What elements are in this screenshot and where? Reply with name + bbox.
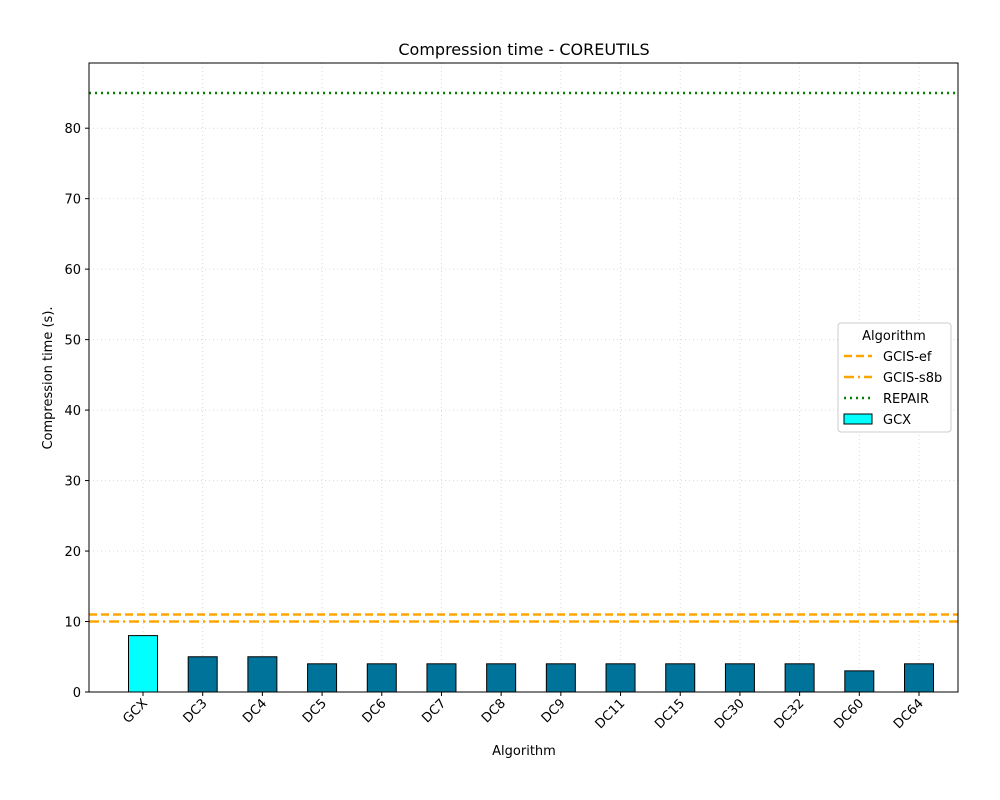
chart-title: Compression time - COREUTILS [398, 40, 649, 59]
y-tick-label-6: 60 [64, 263, 81, 278]
bar-DC5 [307, 663, 338, 693]
bar-DC9 [545, 663, 576, 693]
x-axis-title: Algorithm [492, 744, 556, 759]
grid-layer [89, 63, 958, 693]
x-tick-label-DC3: DC3 [181, 696, 211, 726]
x-tick-label-GCX: GCX [120, 696, 151, 727]
bar-DC15 [665, 663, 696, 693]
bar-DC30 [724, 663, 755, 693]
x-axis: GCX DC3 DC4 DC5 DC6 DC7 DC8 DC9 DC11 DC15 DC30 DC32… [120, 692, 927, 732]
bar-DC8 [486, 663, 517, 693]
reference-lines [89, 91, 958, 623]
x-tick-label-DC5: DC5 [300, 696, 330, 726]
bar-DC3 [187, 656, 218, 693]
y-tick-label-1: 10 [64, 616, 81, 631]
bar-DC11 [605, 663, 636, 693]
legend-label-GCX: GCX [883, 413, 911, 428]
y-tick-label-2: 20 [64, 545, 81, 560]
legend-label-REPAIR: REPAIR [883, 392, 929, 407]
bar-DC64 [904, 663, 934, 693]
legend-frame [837, 322, 952, 433]
legend-label-GCIS-s8b: GCIS-s8b [883, 371, 942, 386]
x-tick-label-DC4: DC4 [240, 696, 270, 726]
y-tick-label-4: 40 [64, 404, 81, 419]
x-tick-label-DC15: DC15 [652, 696, 688, 732]
bar-DC60 [844, 670, 875, 693]
x-tick-label-DC64: DC64 [891, 696, 927, 732]
bar-DC32 [784, 663, 815, 693]
y-tick-label-3: 30 [64, 475, 81, 490]
y-axis-title: Compression time (s). [41, 306, 56, 449]
y-tick-label-5: 50 [64, 334, 81, 349]
x-tick-label-DC11: DC11 [593, 696, 629, 732]
y-tick-label-8: 80 [64, 122, 81, 137]
bar-DC7 [426, 663, 457, 693]
x-tick-label-DC30: DC30 [712, 696, 748, 732]
x-tick-label-DC8: DC8 [479, 696, 509, 726]
legend-entries: GCIS-ef GCIS-s8b REPAIR GCX [843, 350, 942, 428]
x-tick-label-DC6: DC6 [360, 696, 390, 726]
legend-swatch-GCX [843, 413, 873, 425]
plot-frame [88, 62, 959, 693]
bar-GCX [128, 635, 158, 693]
bar-DC4 [247, 656, 278, 693]
y-tick-label-7: 70 [64, 193, 81, 208]
bars [128, 635, 934, 693]
legend-label-GCIS-ef: GCIS-ef [883, 350, 932, 365]
x-tick-label-DC9: DC9 [539, 696, 569, 726]
legend-title: Algorithm [862, 329, 926, 344]
x-tick-label-DC32: DC32 [772, 696, 808, 732]
y-tick-label-0: 0 [73, 686, 81, 701]
legend: Algorithm GCIS-ef GCIS-s8b REPAIR GCX [837, 322, 952, 433]
x-tick-label-DC60: DC60 [831, 696, 867, 732]
y-axis: 0 10 20 30 40 50 60 70 80 [64, 122, 89, 701]
x-tick-label-DC7: DC7 [419, 696, 449, 726]
bar-DC6 [366, 663, 397, 693]
